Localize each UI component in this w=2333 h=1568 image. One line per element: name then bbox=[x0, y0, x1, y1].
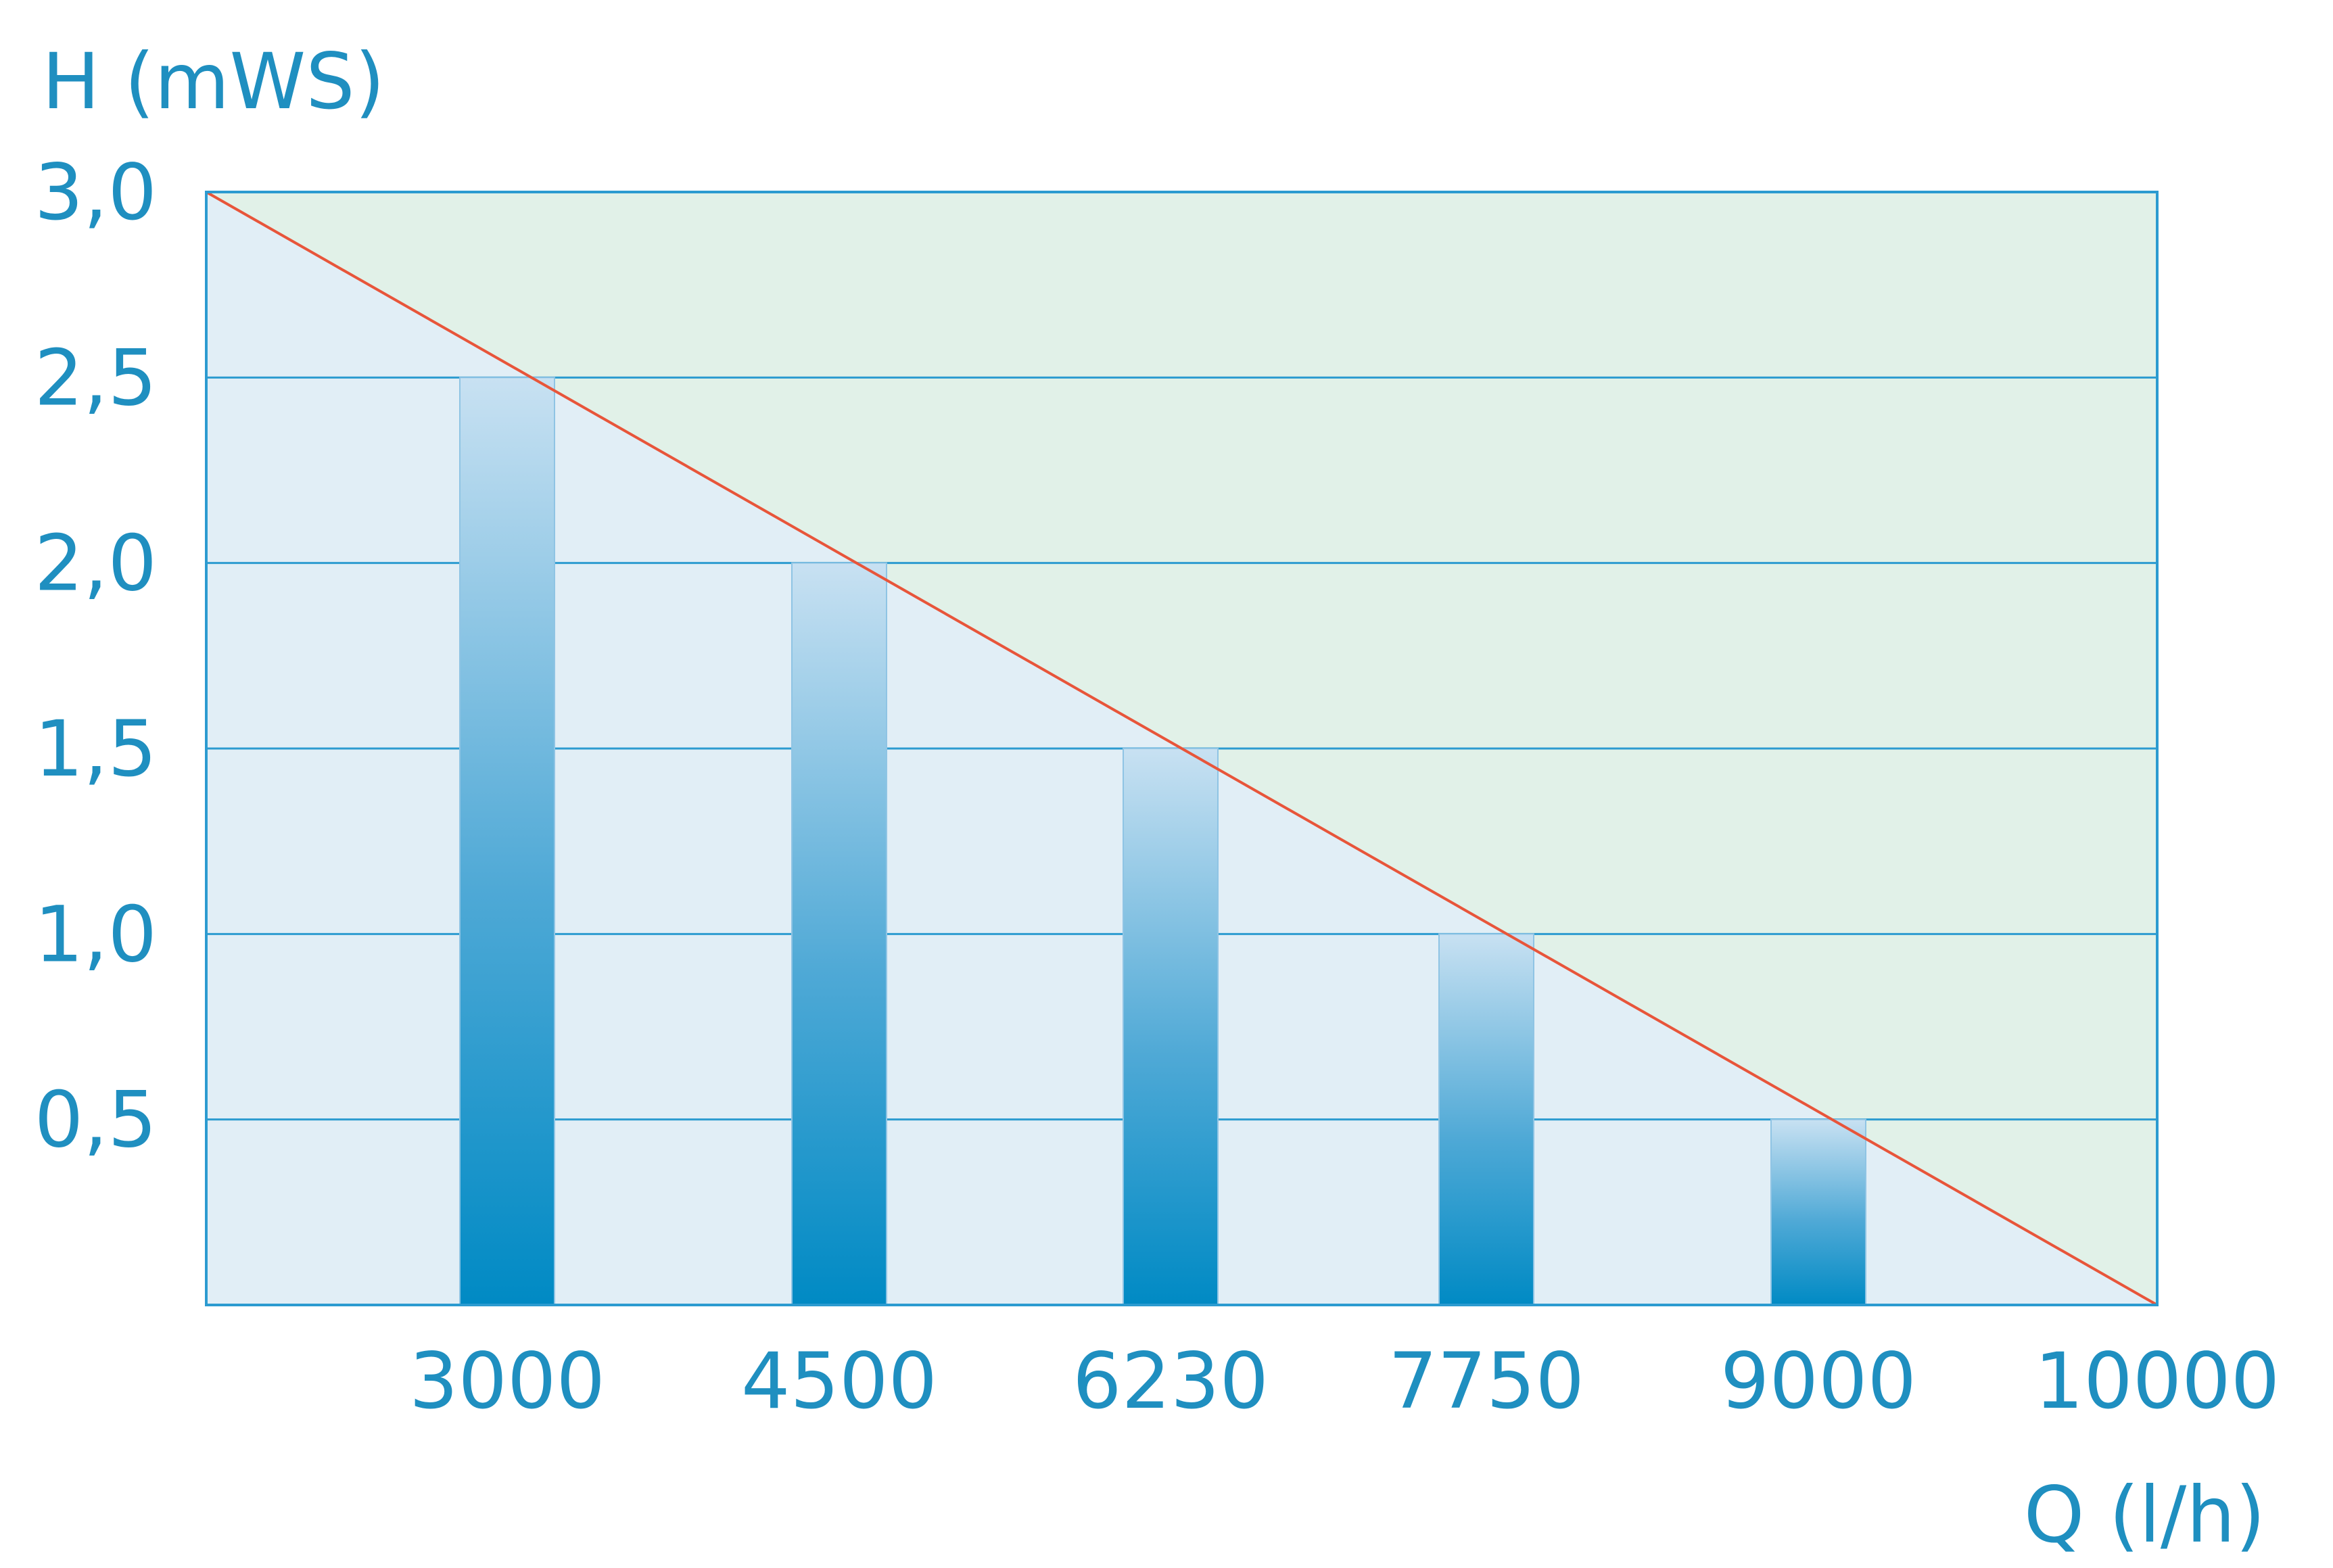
bar-3000 bbox=[459, 377, 555, 1306]
y-tick-label: 1,5 bbox=[34, 704, 157, 794]
y-tick-label: 0,5 bbox=[34, 1075, 157, 1165]
y-tick-label: 1,0 bbox=[34, 889, 157, 979]
x-tick-labels: 3000 4500 6230 7750 9000 10000 bbox=[409, 1336, 2280, 1426]
x-tick-label: 3000 bbox=[409, 1336, 605, 1426]
y-tick-label: 3,0 bbox=[34, 147, 157, 237]
bars bbox=[459, 377, 1866, 1306]
bar-7750 bbox=[1438, 933, 1534, 1306]
trend-line bbox=[206, 191, 2158, 1306]
y-axis-label: H (mWS) bbox=[42, 37, 385, 126]
x-tick-label: 10000 bbox=[2035, 1336, 2280, 1426]
plot-border bbox=[205, 191, 2159, 1306]
y-tick-labels: 0,5 1,0 1,5 2,0 2,5 3,0 bbox=[34, 147, 157, 1165]
x-axis-label: Q (l/h) bbox=[2024, 1470, 2265, 1560]
x-tick-label: 4500 bbox=[741, 1336, 937, 1426]
x-tick-label: 6230 bbox=[1073, 1336, 1269, 1426]
x-tick-label: 9000 bbox=[1720, 1336, 1916, 1426]
y-tick-label: 2,0 bbox=[34, 519, 157, 609]
y-tick-label: 2,5 bbox=[34, 333, 157, 423]
bar-4500 bbox=[791, 562, 887, 1306]
bar-9000 bbox=[1770, 1118, 1866, 1306]
trend-line-group bbox=[206, 191, 2158, 1306]
x-tick-label: 7750 bbox=[1388, 1336, 1584, 1426]
bar-6230 bbox=[1123, 748, 1219, 1306]
plot-frame bbox=[205, 191, 2159, 1306]
